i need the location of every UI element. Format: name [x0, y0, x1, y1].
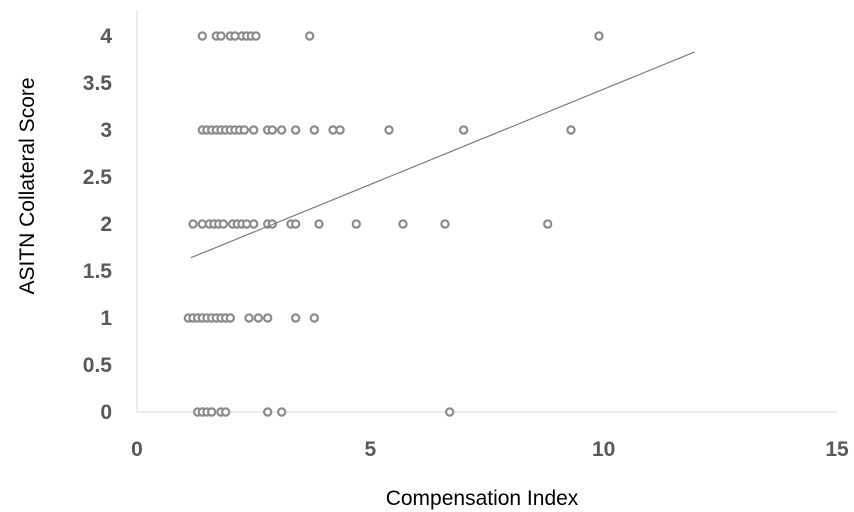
- y-tick-label: 2.5: [83, 166, 113, 189]
- data-point: [309, 125, 320, 135]
- data-point: [304, 31, 315, 41]
- data-point: [309, 313, 320, 323]
- data-point: [351, 219, 362, 229]
- data-point: [267, 125, 278, 135]
- data-point: [253, 313, 264, 323]
- y-tick-label: 4: [100, 25, 112, 48]
- data-point: [197, 31, 208, 41]
- x-tick-label: 5: [364, 438, 376, 461]
- y-tick-label: 0: [100, 401, 112, 424]
- data-point: [314, 219, 324, 229]
- data-point: [262, 313, 273, 323]
- data-point: [290, 125, 301, 135]
- x-tick-label: 15: [825, 438, 849, 461]
- axes: [136, 10, 837, 413]
- data-point: [248, 219, 259, 229]
- data-point: [458, 125, 469, 135]
- data-point: [594, 31, 604, 41]
- data-points: [183, 31, 604, 417]
- x-tick-label: 10: [592, 438, 615, 461]
- y-axis-title: ASITN Collateral Score: [16, 77, 39, 294]
- x-tick-labels: 0 5 10 15: [131, 438, 849, 461]
- x-axis-title: Compensation Index: [386, 487, 579, 510]
- x-tick-label: 0: [131, 438, 143, 461]
- y-tick-label: 3.5: [83, 72, 113, 95]
- data-point: [384, 125, 394, 135]
- data-point: [444, 407, 455, 417]
- data-point: [290, 219, 301, 229]
- data-point: [225, 313, 236, 323]
- data-point: [262, 407, 273, 417]
- data-point: [440, 219, 450, 229]
- data-point: [290, 313, 301, 323]
- data-point: [251, 31, 261, 41]
- y-tick-label: 3: [100, 119, 112, 142]
- y-tick-labels: 0 0.5 1 1.5 2 2.5 3 3.5 4: [83, 25, 113, 424]
- data-point: [244, 313, 254, 323]
- data-point: [218, 219, 229, 229]
- y-tick-label: 1: [100, 307, 112, 330]
- data-point: [276, 125, 287, 135]
- data-point: [566, 125, 576, 135]
- y-tick-label: 1.5: [83, 260, 113, 283]
- data-point: [398, 219, 408, 229]
- data-point: [335, 125, 345, 135]
- data-point: [276, 407, 287, 417]
- trendline-group: [190, 51, 695, 259]
- data-point: [248, 125, 259, 135]
- data-point: [216, 31, 226, 41]
- y-tick-label: 2: [100, 213, 112, 236]
- data-point: [188, 219, 198, 229]
- data-point: [239, 125, 250, 135]
- data-point: [206, 407, 217, 417]
- y-tick-label: 0.5: [83, 354, 113, 377]
- trendline: [190, 51, 695, 259]
- data-point: [220, 407, 231, 417]
- data-point: [542, 219, 553, 229]
